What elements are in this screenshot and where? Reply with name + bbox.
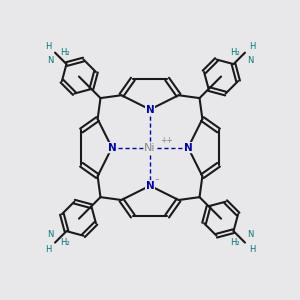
Text: H: H	[45, 42, 51, 51]
Text: Ni: Ni	[144, 142, 156, 153]
Text: H₂: H₂	[60, 48, 69, 57]
Text: H: H	[45, 244, 51, 253]
Text: N: N	[107, 142, 116, 153]
Text: N: N	[146, 104, 154, 115]
Text: N: N	[47, 56, 53, 65]
Text: H₂: H₂	[231, 238, 240, 247]
Text: ⁻: ⁻	[154, 176, 159, 185]
Text: N: N	[184, 142, 193, 153]
Text: H: H	[249, 244, 255, 253]
Text: N: N	[146, 181, 154, 191]
Text: ++: ++	[160, 136, 172, 146]
Text: H: H	[249, 42, 255, 51]
Text: N: N	[47, 230, 53, 239]
Text: H₂: H₂	[231, 48, 240, 57]
Text: H₂: H₂	[60, 238, 69, 247]
Text: N: N	[247, 56, 253, 65]
Text: N: N	[247, 230, 253, 239]
